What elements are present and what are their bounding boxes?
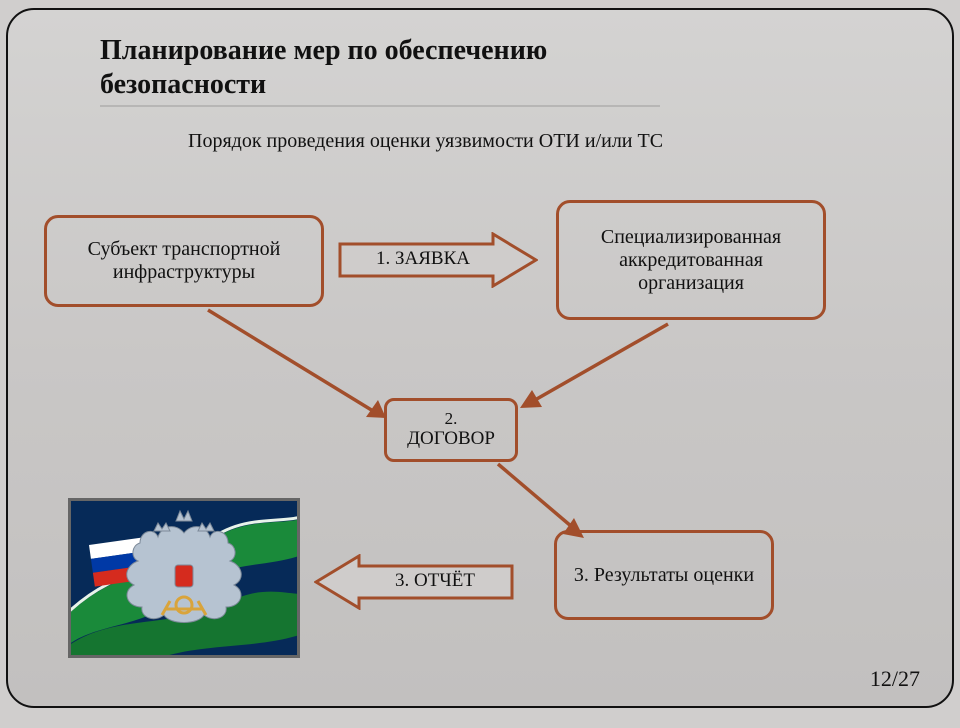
node-results-label: 3. Результаты оценки [574, 564, 754, 587]
arrow-report [314, 554, 514, 610]
node-results: 3. Результаты оценки [554, 530, 774, 620]
slide: Планирование мер по обеспечению безопасн… [6, 8, 954, 708]
page-current: 12 [870, 666, 892, 691]
page-total: 27 [898, 666, 920, 691]
emblem-image [68, 498, 300, 658]
page-number: 12/27 [870, 666, 920, 692]
emblem-svg [71, 501, 297, 655]
